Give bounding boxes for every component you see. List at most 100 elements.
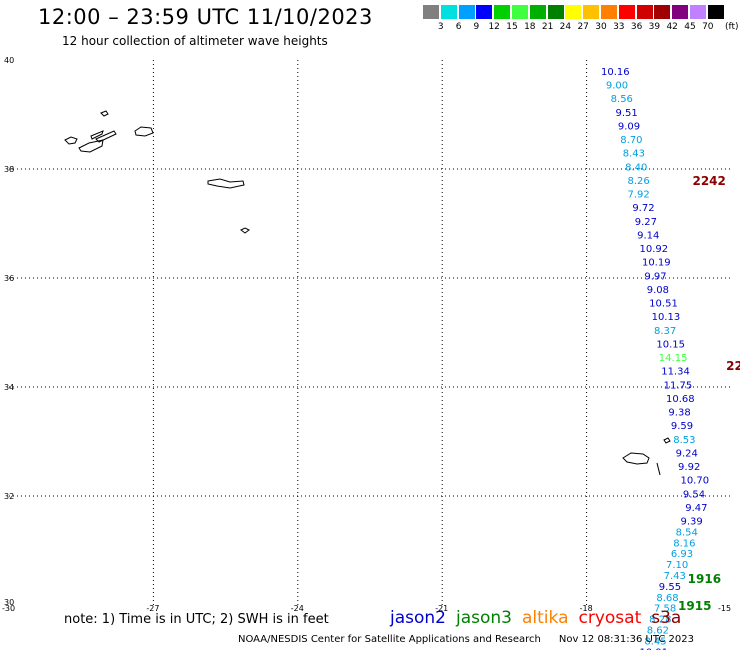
island-outline	[90, 130, 104, 140]
island-outline	[64, 136, 78, 145]
satellite-legend-item: cryosat	[578, 608, 642, 628]
wave-height-value: 14.15	[659, 353, 688, 364]
island-outline	[663, 437, 671, 444]
wave-height-value: 8.70	[620, 135, 642, 146]
satellite-legend-item: jason3	[456, 608, 512, 628]
island-outline	[95, 130, 117, 143]
wave-height-value: 8.45	[644, 636, 666, 647]
credit-line: NOAA/NESDIS Center for Satellite Applica…	[238, 634, 694, 645]
color-scale-swatch	[494, 5, 512, 19]
wave-height-value: 8.28	[649, 615, 671, 626]
wave-height-value: 9.08	[647, 285, 669, 296]
color-scale-swatch	[601, 5, 618, 19]
wave-height-value: 9.27	[635, 217, 657, 228]
color-scale-label: 9	[473, 22, 480, 32]
color-scale-label: 42	[666, 22, 678, 32]
wave-height-value: 9.97	[644, 271, 666, 282]
color-scale-label: 27	[577, 22, 589, 32]
wave-height-value: 9.38	[668, 408, 690, 419]
latitude-tick-label: 30	[4, 598, 14, 607]
wave-height-value: 8.40	[625, 162, 647, 173]
color-scale-label: 36	[630, 22, 643, 32]
wave-height-value: 8.62	[647, 626, 669, 637]
footnote: note: 1) Time is in UTC; 2) SWH is in fe…	[64, 612, 329, 627]
color-scale-label: 24	[559, 22, 572, 32]
color-scale-label: 45	[684, 22, 696, 32]
color-scale-label: 39	[648, 22, 661, 32]
wave-height-value: 11.34	[661, 367, 690, 378]
wave-height-value: 9.24	[676, 448, 698, 459]
longitude-tick-label: -24	[291, 604, 304, 613]
latitude-tick-label: 34	[4, 383, 14, 392]
wave-height-value: 9.00	[606, 81, 628, 92]
island-outline	[134, 126, 154, 137]
color-scale-swatch	[458, 5, 476, 19]
wave-height-value: 11.75	[664, 380, 693, 391]
wave-height-value: 10.19	[642, 258, 671, 269]
track-time-labels: 2242 224 1916 1915	[678, 174, 740, 613]
wave-height-value: 9.54	[683, 489, 705, 500]
latitude-tick-label: 40	[4, 56, 14, 65]
wave-height-value: 10.51	[649, 299, 678, 310]
color-scale-label: 21	[541, 22, 554, 32]
wave-height-value: 6.93	[671, 549, 693, 560]
color-scale-label: 15	[506, 22, 518, 32]
wave-height-value: 9.09	[618, 121, 640, 132]
generation-timestamp: Nov 12 08:31:36 UTC 2023	[558, 634, 695, 645]
wave-height-value: 10.15	[656, 339, 685, 350]
wave-height-value: 7.10	[666, 560, 688, 571]
satellite-legend-item: s3a	[651, 608, 682, 628]
color-scale-swatch	[476, 5, 494, 19]
credit-text: NOAA/NESDIS Center for Satellite Applica…	[238, 634, 541, 645]
wave-height-value: 7.43	[664, 571, 686, 582]
color-scale-swatch	[672, 5, 690, 19]
wave-height-value: 8.43	[623, 149, 645, 160]
island-outline	[78, 139, 104, 153]
wave-height-value: 9.51	[615, 108, 637, 119]
longitude-tick-label: -15	[718, 604, 731, 613]
longitude-tick-label: -30	[2, 604, 15, 613]
wave-height-value: 8.37	[654, 326, 676, 337]
color-scale-swatch	[423, 5, 440, 19]
color-scale-swatch	[440, 5, 458, 19]
wave-height-value: 8.56	[611, 94, 633, 105]
color-scale-swatch	[654, 5, 672, 19]
color-scale-unit: (ft)	[725, 22, 739, 32]
track-time-label: 1916	[688, 572, 721, 586]
island-outline	[240, 227, 250, 234]
wave-height-value: 9.47	[685, 503, 707, 514]
color-scale-label: 18	[524, 22, 536, 32]
wave-height-value: 10.16	[601, 67, 630, 78]
latitude-tick-label: 32	[4, 492, 14, 501]
color-scale-label: 3	[437, 22, 444, 32]
longitude-tick-label: -18	[580, 604, 593, 613]
wave-height-value: 9.55	[659, 582, 681, 593]
satellite-legend-item: altika	[522, 608, 569, 628]
wave-height-value: 10.92	[640, 244, 669, 255]
wave-height-value: 10.70	[680, 476, 709, 487]
map-title: 12:00 – 23:59 UTC 11/10/2023	[38, 5, 373, 29]
latitude-tick-label: 36	[4, 274, 14, 283]
wave-height-value: 9.39	[680, 517, 702, 528]
map-axes: 40 38 36 34 32 30-30 -27 -24 -21 -18 -15	[2, 56, 731, 613]
wave-height-value: 9.72	[632, 203, 654, 214]
track-time-label: 2242	[692, 174, 725, 188]
wave-height-value: 8.68	[656, 593, 678, 604]
wave-height-value: 8.54	[676, 527, 698, 538]
color-scale-swatch	[565, 5, 583, 19]
color-scale-swatch	[547, 5, 565, 19]
color-scale-swatch	[583, 5, 601, 19]
wave-height-value: 7.58	[654, 604, 676, 615]
color-scale-swatch	[529, 5, 547, 19]
color-scale-label: 12	[488, 22, 500, 32]
island-outline	[100, 110, 109, 117]
wave-height-value: 8.53	[673, 435, 695, 446]
color-scale-label: 30	[595, 22, 607, 32]
track-time-label: 1915	[678, 599, 711, 613]
island-outline	[622, 452, 650, 465]
satellite-legend-item: jason2	[390, 608, 446, 628]
wave-height-value: 10.91	[640, 647, 669, 650]
wave-height-value: 10.13	[652, 312, 681, 323]
latitude-tick-label: 38	[4, 165, 14, 174]
